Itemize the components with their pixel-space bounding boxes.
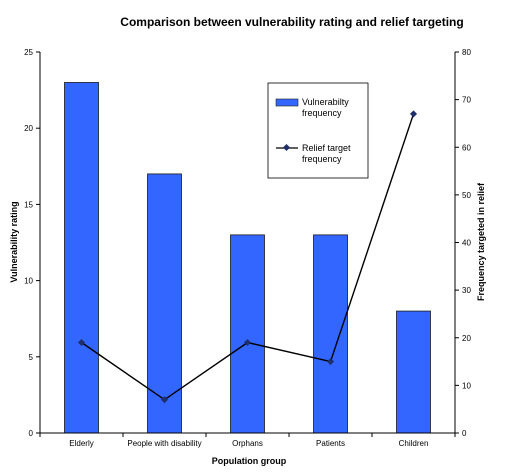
legend-bar-swatch	[275, 98, 299, 107]
relief-target-point	[160, 396, 169, 404]
legend-line-label-line-2: frequency	[302, 154, 342, 164]
x-tick-label: Patients	[316, 439, 345, 448]
bar-patients	[313, 234, 348, 434]
y2-tick-label: 40	[462, 239, 471, 248]
legend-bar-label-line-2: frequency	[302, 108, 342, 118]
y-tick-label: 25	[24, 48, 33, 57]
bar-elderly	[64, 82, 99, 434]
y2-tick-label: 60	[462, 143, 471, 152]
y2-axis-label: Frequency targeted in relief	[476, 182, 486, 301]
legend-line-label: Relief target frequency	[302, 143, 353, 164]
bar-orphans	[230, 234, 265, 434]
y-tick-label: 5	[29, 353, 34, 362]
y2-tick-label: 30	[462, 286, 471, 295]
x-tick-label: Children	[399, 439, 429, 448]
y2-tick-label: 10	[462, 381, 471, 390]
y2-tick-label: 80	[462, 48, 471, 57]
relief-target-point	[326, 358, 335, 366]
relief-target-point	[409, 110, 418, 118]
x-tick-label: Orphans	[232, 439, 263, 448]
y2-tick-label: 50	[462, 191, 471, 200]
y2-tick-label: 20	[462, 334, 471, 343]
relief-target-point	[243, 338, 252, 347]
x-tick-label: People with disability	[127, 439, 201, 448]
x-tick-label: Elderly	[69, 439, 93, 448]
legend-line-label-line-1: Relief target	[302, 143, 351, 153]
y-tick-label: 15	[24, 200, 33, 209]
y-axis-label: Vulnerability rating	[9, 201, 19, 282]
x-axis-label: Population group	[212, 456, 287, 466]
y-tick-label: 10	[24, 277, 33, 286]
axes-layer: 0 5 10 15 20 25 0 10 20 30 40 50 60 70 80 Elderly People…	[24, 48, 471, 448]
y-tick-label: 20	[24, 124, 33, 133]
bars-layer	[64, 82, 431, 434]
y2-tick-label: 0	[462, 429, 467, 438]
relief-target-point	[77, 338, 86, 347]
y-tick-label: 0	[29, 429, 34, 438]
y2-tick-label: 70	[462, 96, 471, 105]
line-layer	[77, 110, 418, 404]
chart-title: Comparison between vulnerability rating …	[120, 15, 463, 29]
bar-people-with-disability	[147, 173, 182, 434]
legend-bar-label-line-1: Vulnerabilty	[302, 97, 349, 107]
bar-children	[396, 310, 431, 434]
legend-line-marker	[282, 143, 291, 152]
legend: Vulnerabilty frequency Relief target fre…	[267, 82, 369, 179]
legend-bar-label: Vulnerabilty frequency	[302, 97, 351, 118]
